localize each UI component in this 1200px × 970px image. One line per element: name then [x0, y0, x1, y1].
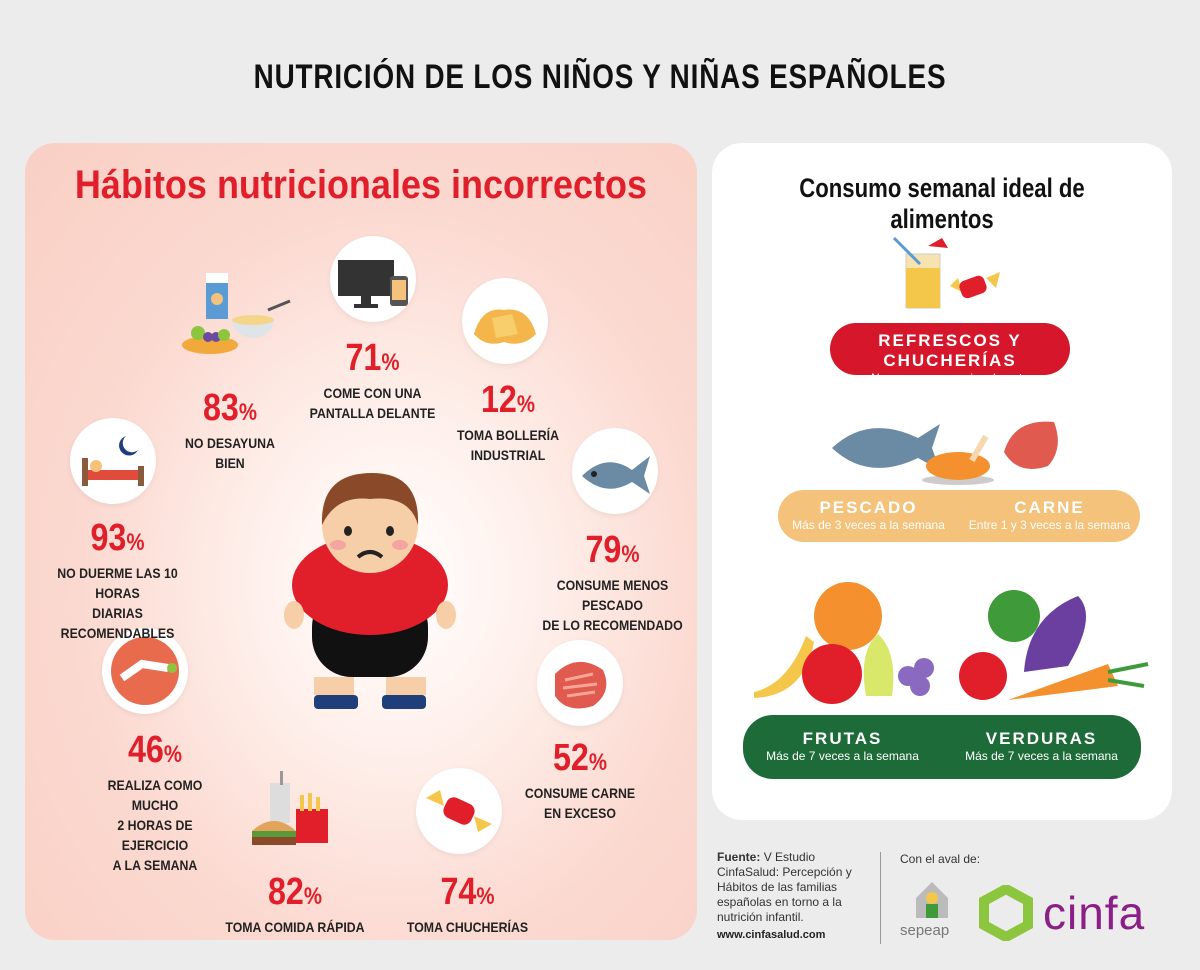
sepeap-logo-text: sepeap — [900, 922, 950, 939]
stat-breakfast: 83% NO DESAYUNA BIEN — [185, 387, 275, 471]
fish-meat-icon — [828, 408, 1068, 493]
fastfood-icon — [246, 763, 332, 849]
stat-fish: 79% CONSUME MENOS PESCADO DE LO RECOMENDA… — [542, 529, 683, 633]
stat-pastry: 12% TOMA BOLLERÍA INDUSTRIAL — [457, 379, 559, 463]
frutas-title: FRUTAS — [802, 729, 883, 748]
bed-icon — [70, 418, 156, 504]
stat-meat: 52% CONSUME CARNE EN EXCESO — [524, 737, 636, 821]
tv-icon — [330, 236, 416, 322]
endorsement-label: Con el aval de: — [900, 852, 981, 866]
meat-icon — [537, 640, 623, 726]
verduras-title: VERDURAS — [985, 729, 1098, 748]
pastry-icon — [462, 278, 548, 364]
carne-title: CARNE — [1014, 498, 1085, 517]
refrescos-pill: REFRESCOS Y CHUCHERÍAS Nunca o muy ocasi… — [830, 323, 1070, 385]
pescado-sub: Más de 3 veces a la semana — [792, 518, 945, 532]
fruits-vegetables-icon — [748, 576, 1158, 711]
sepeap-logo-icon — [912, 878, 952, 925]
stat-screen: 71% COME CON UNA PANTALLA DELANTE — [309, 337, 436, 421]
frutas-sub: Más de 7 veces a la semana — [766, 749, 919, 763]
sad-child-illustration — [280, 465, 460, 720]
soda-candy-icon — [890, 234, 1005, 317]
ideal-consumption-title: Consumo semanal ideal de alimentos — [799, 173, 1085, 234]
exercise-icon — [102, 628, 188, 714]
carne-sub: Entre 1 y 3 veces a la semana — [968, 518, 1131, 532]
verduras-sub: Más de 7 veces a la semana — [965, 749, 1118, 763]
pescado-title: PESCADO — [819, 498, 918, 517]
footer-divider — [880, 852, 881, 944]
fish-icon — [572, 428, 658, 514]
stat-candy: 74% TOMA CHUCHERÍAS — [406, 871, 529, 935]
breakfast-icon — [180, 265, 291, 354]
habits-title: Hábitos nutricionales incorrectos — [74, 163, 648, 207]
frutas-verduras-pill: FRUTAS Más de 7 veces a la semana VERDUR… — [743, 715, 1141, 779]
source-url[interactable]: www.cinfasalud.com — [717, 929, 826, 941]
candy-icon — [416, 768, 502, 854]
stat-sleep: 93% NO DUERME LAS 10 HORAS DIARIAS RECOME… — [57, 517, 178, 641]
stat-fastfood: 82% TOMA COMIDA RÁPIDA — [225, 871, 365, 935]
page-title: NUTRICIÓN DE LOS NIÑOS Y NIÑAS ESPAÑOLES — [253, 58, 947, 96]
pescado-carne-pill: PESCADO Más de 3 veces a la semana CARNE… — [778, 490, 1140, 542]
cinfa-logo-text: cinfa — [1043, 887, 1146, 939]
cinfa-logo-icon — [978, 883, 1034, 946]
stat-exercise: 46% REALIZA COMO MUCHO 2 HORAS DE EJERCIC… — [107, 729, 203, 873]
source-note: Fuente: V Estudio CinfaSalud: Percepción… — [717, 850, 852, 924]
